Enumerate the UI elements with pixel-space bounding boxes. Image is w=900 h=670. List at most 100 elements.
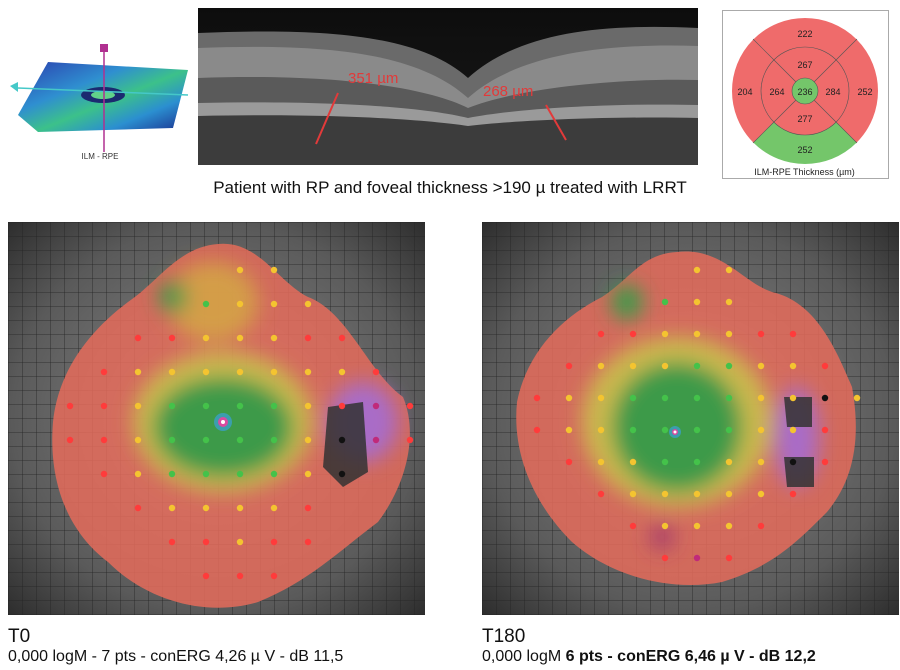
oct-measure-left: 351 µm [348,70,399,87]
panel-stats-t180: 0,000 logM 6 pts - conERG 6,46 µ V - dB … [482,648,816,666]
stimulus-point [661,298,669,306]
stimulus-point [202,470,210,478]
fixation-marker-t0 [214,413,232,431]
stimulus-point [725,298,733,306]
stimulus-point [629,490,637,498]
stimulus-point [202,334,210,342]
stimulus-point [236,368,244,376]
stimulus-points-t180 [533,266,861,562]
stimulus-point [725,394,733,402]
stimulus-point [270,504,278,512]
ilm-rpe-3d-map [10,44,189,152]
stimulus-point [168,538,176,546]
panel-stats-t180-bold: 6 pts - conERG 6,46 µ V - dB 12,2 [565,648,816,665]
stimulus-point [236,334,244,342]
stimulus-point [725,554,733,562]
microperimetry-t180-image [482,222,899,615]
stimulus-point [725,330,733,338]
stimulus-point [304,300,312,308]
stimulus-point [725,362,733,370]
stimulus-point [629,426,637,434]
panel-stats-t180-plain: 0,000 logM [482,648,566,665]
stimulus-point [533,394,541,402]
stimulus-point [338,402,346,410]
etdrs-inner-right: 284 [825,87,840,97]
stimulus-point [304,436,312,444]
stimulus-point [372,402,380,410]
stimulus-point [270,300,278,308]
stimulus-point [100,470,108,478]
stimulus-point [757,490,765,498]
stimulus-point [100,368,108,376]
stimulus-point [725,266,733,274]
stimulus-point [236,470,244,478]
stimulus-point [202,436,210,444]
stimulus-point [270,334,278,342]
stimulus-point [757,394,765,402]
stimulus-point [134,402,142,410]
stimulus-point [725,426,733,434]
stimulus-point [661,490,669,498]
stimulus-point [100,436,108,444]
etdrs-outer-right: 252 [857,87,872,97]
stimulus-point [134,334,142,342]
stimulus-point [565,362,573,370]
stimulus-point [202,368,210,376]
stimulus-point [236,300,244,308]
stimulus-point [629,394,637,402]
stimulus-point [853,394,861,402]
stimulus-point [406,402,414,410]
stimulus-point [533,426,541,434]
stimulus-point [270,470,278,478]
stimulus-point [693,362,701,370]
oct-bscan-image [198,8,698,165]
stimulus-point [597,490,605,498]
stimulus-point [693,522,701,530]
stimulus-point [661,522,669,530]
stimulus-point [693,394,701,402]
microperimetry-t0-image [8,222,425,615]
stimulus-point [757,458,765,466]
stimulus-point [597,362,605,370]
stimulus-point [789,426,797,434]
stimulus-point [202,402,210,410]
stimulus-point [202,504,210,512]
stimulus-point [270,538,278,546]
stimulus-point [789,362,797,370]
stimulus-point [629,330,637,338]
stimulus-point [66,436,74,444]
stimulus-point [789,490,797,498]
etdrs-chart: 222 204 252 252 267 264 284 277 236 [731,17,879,165]
stimulus-point [597,330,605,338]
stimulus-point [168,334,176,342]
stimulus-point [789,394,797,402]
etdrs-outer-top: 222 [797,29,812,39]
etdrs-thickness-grid: 222 204 252 252 267 264 284 277 236 [722,10,889,179]
etdrs-outer-left: 204 [737,87,752,97]
stimulus-point [270,402,278,410]
stimulus-point [661,362,669,370]
stimulus-point [789,330,797,338]
stimulus-point [168,436,176,444]
stimulus-point [134,470,142,478]
stimulus-point [757,362,765,370]
stimulus-point [757,330,765,338]
panel-label-t0: T0 [8,626,31,647]
stimulus-point [693,330,701,338]
figure-caption: Patient with RP and foveal thickness >19… [213,178,687,197]
stimulus-point [757,522,765,530]
stimulus-point [168,368,176,376]
stimulus-point [338,436,346,444]
stimulus-point [372,436,380,444]
stimulus-point [693,490,701,498]
etdrs-center: 236 [797,87,812,97]
stimulus-point [821,426,829,434]
stimulus-point [661,554,669,562]
etdrs-outer-bottom: 252 [797,145,812,155]
stimulus-point [202,300,210,308]
stimulus-point [304,334,312,342]
stimulus-point [304,538,312,546]
stimulus-point [236,402,244,410]
stimulus-point [629,362,637,370]
etdrs-inner-bottom: 277 [797,114,812,124]
